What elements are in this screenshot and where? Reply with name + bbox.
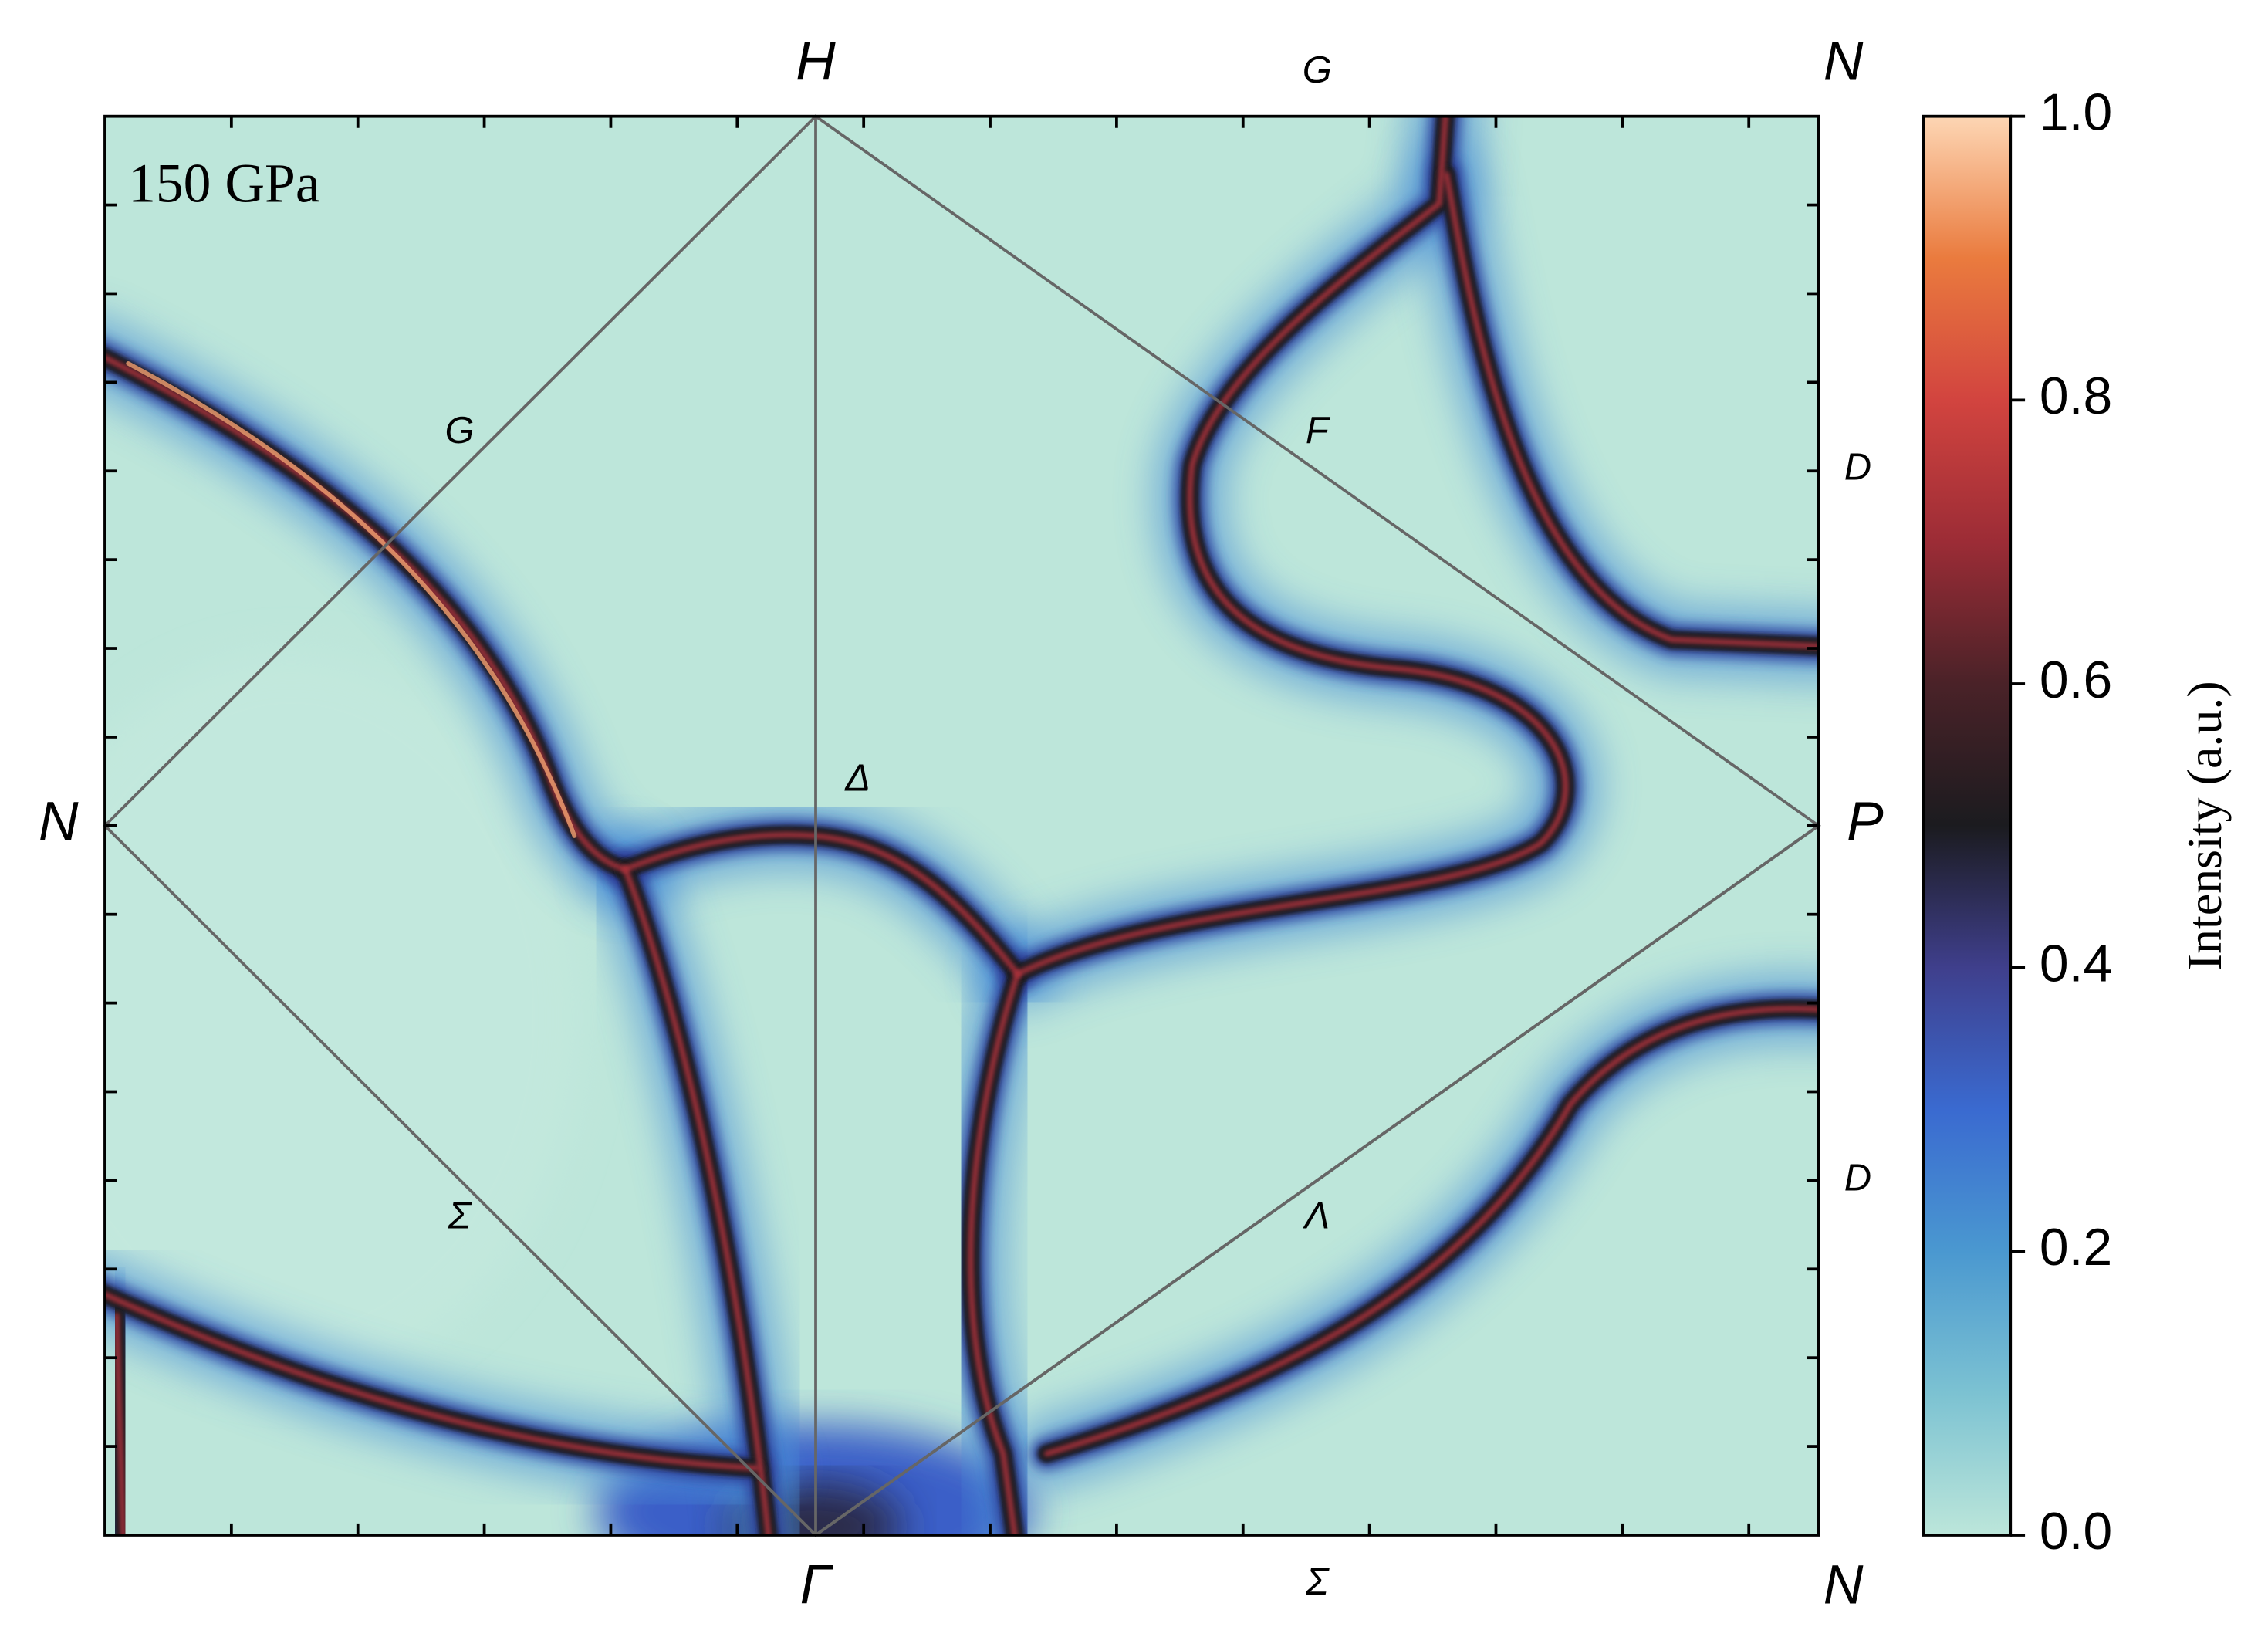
- symmetry-point-label: P: [1847, 791, 1884, 853]
- band: [968, 971, 1021, 1535]
- pressure-annotation: 150 GPa: [128, 153, 319, 214]
- band: [622, 866, 772, 1535]
- symmetry-point-label: Δ: [844, 757, 870, 799]
- symmetry-point-label: Γ: [800, 1554, 834, 1616]
- colorbar-tick-label: 0.4: [2040, 935, 2112, 993]
- symmetry-point-label: Σ: [1305, 1561, 1330, 1603]
- band-hot: [126, 361, 577, 838]
- symmetry-point-label: F: [1306, 410, 1331, 451]
- symmetry-point-label: N: [1824, 31, 1864, 93]
- symmetry-point-label: D: [1844, 446, 1871, 488]
- symmetry-point-label: D: [1844, 1157, 1871, 1199]
- symmetry-point-label: Σ: [448, 1195, 472, 1236]
- frame-ticks: [104, 116, 1819, 1535]
- band: [1015, 116, 1569, 977]
- colorbar-tick-label: 0.2: [2040, 1219, 2112, 1277]
- band: [1443, 171, 1819, 650]
- symmetry-point-label: Λ: [1302, 1195, 1330, 1236]
- band: [104, 354, 629, 873]
- symmetry-point-label: N: [39, 791, 79, 853]
- colorbar: [1922, 114, 2013, 1537]
- symmetry-point-label: N: [1824, 1554, 1864, 1616]
- colorbar-tick-label: 0.0: [2040, 1503, 2112, 1561]
- colorbar-tick-label: 0.8: [2040, 367, 2112, 425]
- symmetry-point-label: G: [1303, 49, 1332, 91]
- symmetry-point-label: H: [796, 31, 836, 93]
- band: [104, 1291, 759, 1472]
- symmetry-point-label: G: [445, 410, 475, 451]
- band: [622, 831, 1021, 977]
- heatmap: [104, 116, 1819, 1535]
- band: [113, 1312, 127, 1535]
- colorbar-tick-label: 0.6: [2040, 651, 2112, 709]
- colorbar-tick-label: 1.0: [2040, 84, 2112, 142]
- band: [1043, 1006, 1819, 1457]
- colorbar-label: Intensity (a.u.): [2177, 681, 2232, 970]
